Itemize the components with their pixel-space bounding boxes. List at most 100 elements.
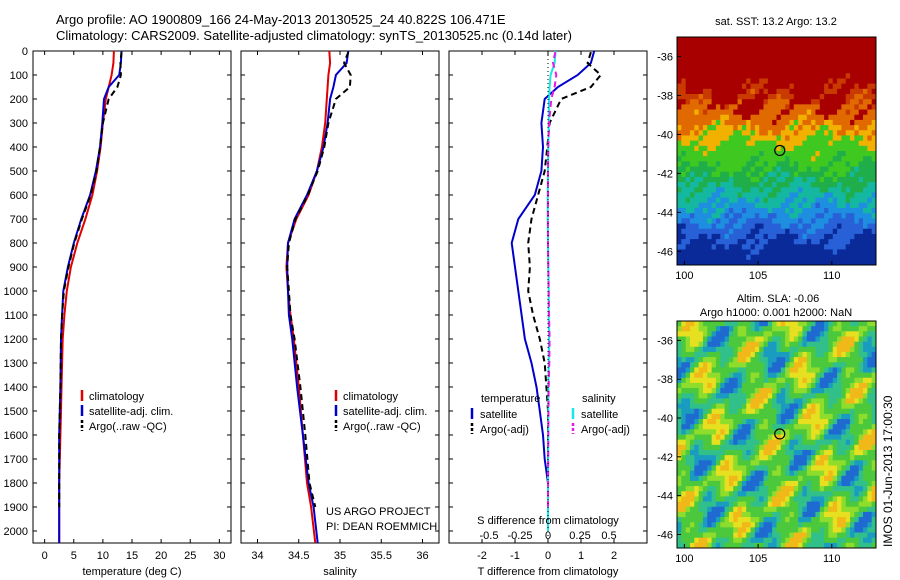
map-cell — [711, 341, 717, 348]
map-cell — [677, 367, 682, 373]
map-cell — [806, 140, 812, 147]
map-cell — [750, 424, 756, 430]
map-cell — [754, 187, 760, 193]
map-cell — [811, 388, 816, 394]
map-cell — [850, 78, 855, 85]
map-cell — [694, 192, 700, 199]
legend-label: satellite-adj. clim. — [89, 406, 173, 418]
map-cell — [763, 429, 769, 435]
map-cell — [694, 259, 700, 266]
map-cell — [863, 398, 868, 404]
map-cell — [694, 202, 700, 209]
map-cell — [824, 470, 829, 477]
map-cell — [767, 249, 773, 256]
map-cell — [802, 449, 808, 456]
map-cell — [707, 244, 713, 250]
map-cell — [759, 202, 764, 209]
map-cell — [776, 57, 782, 64]
map-cell — [789, 341, 795, 348]
map-cell — [689, 109, 695, 116]
map-cell — [854, 145, 860, 152]
map-cell — [863, 213, 868, 219]
map-cell — [741, 228, 747, 235]
map-cell — [824, 336, 829, 343]
map-cell — [785, 57, 790, 64]
map-cell — [815, 527, 821, 533]
map-cell — [707, 496, 713, 502]
map-cell — [798, 218, 803, 224]
map-cell — [707, 83, 713, 90]
map-cell — [854, 496, 860, 502]
map-cell — [715, 537, 721, 544]
map-cell — [702, 68, 708, 74]
map-cell — [724, 83, 730, 90]
map-cell — [802, 202, 808, 209]
map-cell — [711, 166, 717, 173]
map-cell — [728, 161, 734, 167]
map-cell — [772, 244, 777, 250]
map-cell — [754, 259, 760, 266]
map-cell — [728, 176, 734, 183]
map-cell — [767, 83, 773, 90]
map-cell — [832, 377, 838, 384]
map-cell — [837, 429, 842, 435]
map-cell — [806, 259, 812, 266]
map-cell — [819, 486, 825, 492]
map-cell — [681, 249, 687, 256]
map-cell — [767, 527, 773, 533]
map-cell — [702, 213, 708, 219]
map-cell — [854, 202, 860, 209]
map-cell — [837, 68, 842, 74]
map-cell — [702, 542, 708, 549]
map-cell — [728, 125, 734, 131]
map-cell — [867, 114, 873, 121]
map-cell — [698, 228, 704, 235]
map-cell — [863, 506, 868, 513]
map-cell — [832, 114, 838, 121]
map-cell — [828, 130, 834, 136]
map-cell — [681, 444, 687, 451]
depth-tick-label: 500 — [10, 166, 28, 178]
map-cell — [811, 125, 816, 131]
map-cell — [863, 73, 868, 79]
map-cell — [767, 166, 773, 173]
map-cell — [772, 351, 777, 358]
map-cell — [858, 202, 864, 209]
map-cell — [793, 382, 799, 389]
map-cell — [715, 68, 721, 74]
map-cell — [780, 239, 786, 245]
map-cell — [689, 187, 695, 193]
map-cell — [681, 460, 687, 466]
map-cell — [854, 434, 860, 441]
map-cell — [711, 351, 717, 358]
map-cell — [824, 532, 829, 539]
map-cell — [677, 52, 682, 59]
map-cell — [728, 119, 734, 126]
map-cell — [824, 434, 829, 441]
map-cell — [858, 408, 864, 415]
map-cell — [867, 382, 873, 389]
map-cell — [767, 393, 773, 399]
map-cell — [715, 367, 721, 373]
map-cell — [798, 382, 803, 389]
map-cell — [763, 187, 769, 193]
map-cell — [780, 393, 786, 399]
map-cell — [750, 213, 756, 219]
map-cell — [815, 78, 821, 85]
map-cell — [806, 434, 812, 441]
map-cell — [850, 73, 855, 79]
map-cell — [724, 94, 730, 100]
map-cell — [746, 522, 751, 528]
map-cell — [689, 475, 695, 482]
map-cell — [772, 135, 777, 142]
map-cell — [819, 192, 825, 199]
map-cell — [837, 408, 842, 415]
map-cell — [815, 341, 821, 348]
map-cell — [772, 182, 777, 188]
map-cell — [798, 527, 803, 533]
map-cell — [850, 228, 855, 235]
map-cell — [785, 218, 790, 224]
map-cell — [776, 326, 782, 332]
map-cell — [737, 491, 743, 497]
map-cell — [694, 244, 700, 250]
